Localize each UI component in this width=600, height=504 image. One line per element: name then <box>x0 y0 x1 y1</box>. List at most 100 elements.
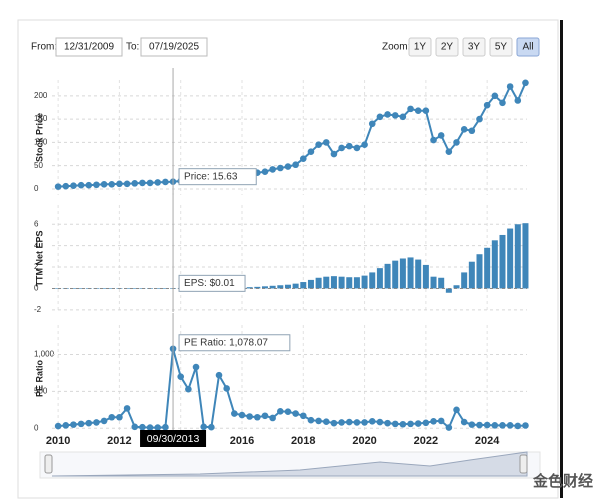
date-tooltip: 09/30/2013 <box>147 433 200 445</box>
bar <box>307 279 314 289</box>
from-date[interactable]: 12/31/2009 <box>64 42 114 53</box>
zoom-button-box[interactable] <box>462 37 486 57</box>
point <box>116 180 123 188</box>
point <box>514 97 522 104</box>
zoom-button-box[interactable] <box>435 37 459 57</box>
point <box>468 127 476 135</box>
y-tick-label: 500 <box>34 387 48 396</box>
bar <box>361 275 368 289</box>
point <box>100 417 108 425</box>
bar <box>346 277 353 289</box>
bar <box>101 288 108 289</box>
point <box>522 79 529 87</box>
point <box>315 141 322 149</box>
bar <box>392 260 399 289</box>
point <box>54 183 62 190</box>
point <box>54 422 62 430</box>
bar <box>438 277 445 289</box>
zoom-button[interactable]: All <box>516 37 540 57</box>
point <box>284 408 292 416</box>
y-tick-label: 200 <box>34 91 48 100</box>
point <box>108 180 116 188</box>
point <box>322 418 330 425</box>
bar <box>499 234 506 289</box>
point <box>238 411 246 419</box>
to-box[interactable] <box>140 37 208 57</box>
point <box>468 421 476 428</box>
bar <box>430 276 437 289</box>
point <box>315 417 322 425</box>
point <box>269 414 276 422</box>
y-tick-label: 0 <box>34 284 39 293</box>
bar <box>154 288 161 289</box>
bar <box>353 277 360 289</box>
point <box>284 163 292 170</box>
point <box>254 413 261 421</box>
date-tooltip-box <box>140 430 207 447</box>
point <box>116 413 123 421</box>
point <box>345 418 353 426</box>
to-date[interactable]: 07/19/2025 <box>149 42 199 53</box>
point <box>277 408 284 415</box>
x-tick-label: 2020 <box>352 435 376 447</box>
point <box>139 423 146 431</box>
navigator-handle[interactable] <box>519 454 528 474</box>
point <box>277 164 284 172</box>
bar <box>70 288 77 289</box>
point <box>353 144 361 152</box>
point <box>62 182 70 190</box>
point <box>192 363 200 371</box>
point <box>123 405 131 412</box>
point <box>77 420 85 428</box>
bar <box>507 228 514 289</box>
x-tick-label: 2022 <box>414 435 438 447</box>
zoom-button-label[interactable]: All <box>522 42 533 53</box>
zoom-button[interactable]: 2Y <box>435 37 459 57</box>
point <box>445 424 453 431</box>
point <box>208 423 215 431</box>
zoom-button-label[interactable]: 3Y <box>468 42 481 53</box>
zoom-button[interactable]: 3Y <box>462 37 486 57</box>
point <box>223 385 230 392</box>
zoom-button[interactable]: 1Y <box>408 37 432 57</box>
zoom-button[interactable]: 5Y <box>489 37 513 57</box>
point <box>376 418 384 426</box>
point <box>422 107 430 115</box>
bar <box>124 288 131 289</box>
zoom-button-label[interactable]: 1Y <box>414 42 427 53</box>
point <box>85 419 93 427</box>
bar <box>78 288 85 289</box>
tooltip-text: PE Ratio: 1,078.07 <box>184 337 268 348</box>
zoom-button-label[interactable]: 5Y <box>495 42 508 53</box>
bar <box>491 240 498 289</box>
zoom-button-box[interactable] <box>408 37 432 57</box>
point <box>483 421 491 429</box>
point <box>261 412 269 420</box>
point <box>131 423 139 431</box>
point <box>430 136 437 144</box>
from-box[interactable] <box>55 37 123 57</box>
x-tick-label: 2024 <box>475 435 500 447</box>
navigator-handle[interactable] <box>44 454 53 474</box>
from-input[interactable]: 12/31/2009 <box>55 37 123 57</box>
bar <box>300 282 307 289</box>
point <box>162 423 169 431</box>
point <box>491 422 499 429</box>
tooltip-text: Price: 15.63 <box>184 171 238 182</box>
point <box>353 419 361 426</box>
point <box>391 112 399 119</box>
zoom-button-box[interactable] <box>489 37 513 57</box>
point <box>93 181 100 189</box>
y-axis-title: PE Ratio <box>34 359 44 397</box>
to-input[interactable]: 07/19/2025 <box>140 37 208 57</box>
tooltip-box <box>178 274 246 292</box>
point <box>131 180 139 187</box>
zoom-button-box[interactable] <box>516 37 540 57</box>
bar <box>277 285 284 289</box>
bar <box>162 288 169 289</box>
bar <box>461 272 468 289</box>
point <box>399 113 407 121</box>
bar <box>269 285 276 289</box>
zoom-button-label[interactable]: 2Y <box>441 42 454 53</box>
